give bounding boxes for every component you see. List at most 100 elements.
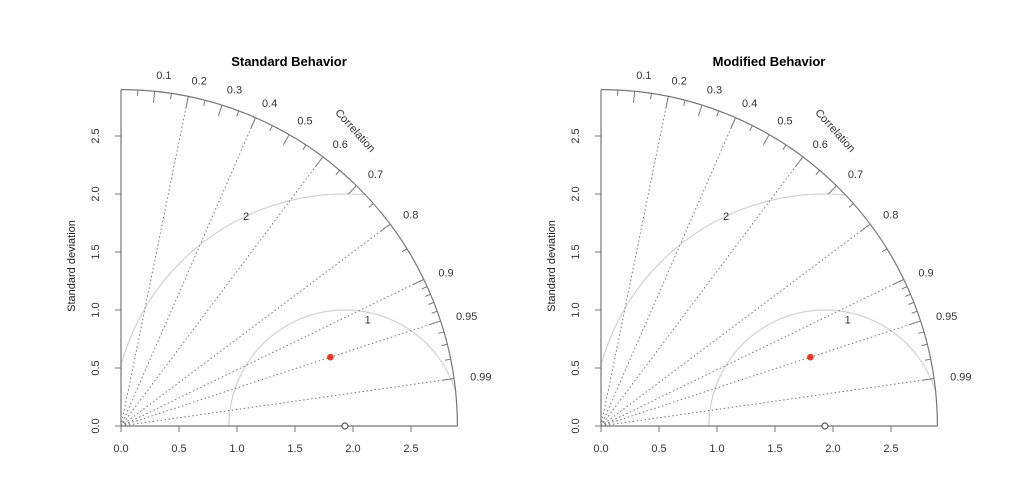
correlation-tick-label: 0.99 [950,371,971,383]
y-axis-label: Standard deviation [66,220,78,312]
correlation-tick-label: 0.95 [936,311,957,323]
correlation-major-tick [762,134,770,145]
model-point [327,353,334,361]
correlation-ray [600,278,904,427]
correlation-ray [120,96,189,427]
correlation-ray [600,223,871,427]
correlation-tick-label: 0.4 [742,98,757,110]
correlation-major-tick [893,278,904,285]
correlation-major-tick [697,104,703,117]
correlation-tick-label: 0.1 [636,70,651,82]
x-axis-tick-label: 0.5 [171,443,186,455]
correlation-tick-label: 0.9 [918,267,933,279]
x-axis-tick-label: 1.5 [767,443,782,455]
correlation-minor-tick [908,301,915,305]
y-axis-tick-label: 1.5 [90,244,102,259]
correlation-minor-tick [918,331,925,334]
x-axis-tick-label: 2.5 [883,443,898,455]
correlation-minor-tick [236,110,240,117]
y-axis-tick-label: 0.0 [570,418,582,433]
reference-point [821,422,829,430]
correlation-tick-label: 0.6 [333,139,348,151]
y-axis-tick-label: 1.0 [570,302,582,317]
correlation-ray [600,156,804,427]
correlation-minor-tick [683,100,686,107]
correlation-major-tick [632,91,636,103]
correlation-ray [120,117,257,427]
chart-title: Standard Behavior [231,54,347,69]
x-axis-tick-label: 0.0 [593,443,608,455]
correlation-tick-label: 0.7 [848,169,863,181]
correlation-ray [600,117,737,427]
correlation-ray [120,223,391,427]
y-axis-tick-label: 0.5 [90,360,102,375]
correlation-major-tick [730,117,737,129]
correlation-minor-tick [848,203,854,208]
rms-arc [600,193,846,367]
model-point [807,353,814,361]
correlation-ray [600,320,921,427]
correlation-minor-tick [921,343,928,347]
correlation-minor-tick [438,331,445,334]
correlation-minor-tick [401,248,408,253]
x-axis-tick-label: 1.5 [287,443,302,455]
outer-correlation-arc [120,89,458,427]
correlation-ray [120,378,455,427]
standard-behavior-panel: Standard Behavior Standard deviation 2 1 0.1… [66,54,492,455]
correlation-major-tick [429,320,441,326]
x-axis-tick-label: 2.0 [825,443,840,455]
y-axis-label: Standard deviation [546,220,558,312]
correlation-major-tick [828,185,837,195]
x-axis-tick-label: 1.0 [229,443,244,455]
correlation-minor-tick [441,343,448,347]
correlation-tick-label: 0.4 [262,98,277,110]
reference-point [341,422,349,430]
rms-arc [708,309,937,427]
correlation-minor-tick [911,310,918,314]
correlation-tick-label: 0.7 [368,169,383,181]
correlation-tick-label: 0.3 [227,85,242,97]
x-axis-tick-label: 0.0 [113,443,128,455]
correlation-minor-tick [444,358,451,361]
rms-arc-label: 2 [723,211,729,223]
correlation-minor-tick [749,125,753,131]
correlation-tick-label: 0.9 [438,267,453,279]
y-axis-tick-label: 1.5 [570,244,582,259]
correlation-tick-label: 0.1 [156,70,171,82]
correlation-minor-tick [901,286,908,290]
correlation-minor-tick [170,93,172,100]
correlation-major-tick [217,104,223,117]
modified-behavior-panel: Modified Behavior Standard deviation 2 1 0.1… [546,54,972,455]
correlation-tick-label: 0.5 [777,116,792,128]
correlation-minor-tick [421,286,428,290]
correlation-minor-tick [368,203,374,208]
correlation-minor-tick [815,170,821,176]
correlation-major-tick [380,223,391,232]
x-axis-tick-label: 2.0 [345,443,360,455]
correlation-major-tick [185,96,189,108]
correlation-tick-label: 0.8 [403,209,418,221]
correlation-tick-label: 0.5 [297,116,312,128]
correlation-minor-tick [650,93,652,100]
correlation-minor-tick [782,144,787,151]
correlation-major-tick [909,320,921,326]
correlation-minor-tick [269,125,273,131]
correlation-minor-tick [431,310,438,314]
correlation-tick-label: 0.2 [192,75,207,87]
correlation-minor-tick [428,301,435,305]
rms-arc-label: 1 [365,315,371,327]
correlation-minor-tick [302,144,307,151]
correlation-ray [120,156,324,427]
y-axis-tick-label: 2.5 [570,128,582,143]
chart-title: Modified Behavior [713,54,826,69]
correlation-major-tick [665,96,669,108]
outer-correlation-arc [600,89,938,427]
correlation-tick-label: 0.99 [470,371,491,383]
correlation-ray [600,378,935,427]
correlation-major-tick [442,378,455,381]
correlation-tick-label: 0.3 [707,85,722,97]
x-axis-tick-label: 2.5 [403,443,418,455]
y-axis-tick-label: 2.5 [90,128,102,143]
correlation-minor-tick [203,100,206,107]
